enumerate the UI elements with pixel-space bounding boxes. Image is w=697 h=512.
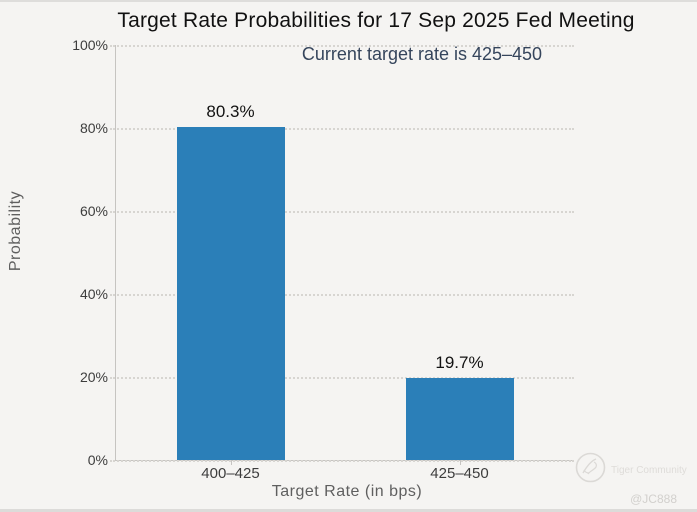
gridline: [110, 377, 574, 379]
chart-title: Target Rate Probabilities for 17 Sep 202…: [117, 9, 635, 32]
x-tick-label: 400–425: [201, 465, 260, 482]
chart-subtitle: Current target rate is 425–450: [301, 44, 543, 64]
bar: [176, 126, 285, 460]
y-tick-label: 40%: [79, 286, 108, 302]
y-tick-label: 60%: [79, 203, 108, 219]
x-tick-label: 425–450: [430, 465, 489, 482]
bar-value-label: 80.3%: [206, 101, 255, 121]
y-tick-label: 20%: [79, 369, 108, 385]
tiger-community-logo-icon: [575, 452, 606, 488]
gridline: [110, 460, 574, 462]
x-tick-mark: [230, 460, 232, 465]
bottom-edge-divider: [0, 509, 697, 512]
gridline: [110, 211, 574, 213]
x-axis-title: Target Rate (in bps): [271, 483, 423, 500]
top-edge-divider: [0, 0, 697, 2]
watermark: Tiger Community @JC888: [575, 452, 687, 506]
gridline: [110, 45, 574, 47]
gridline: [110, 128, 574, 130]
y-tick-label: 0%: [87, 452, 108, 468]
y-tick-label: 80%: [79, 120, 108, 136]
bar-value-label: 19.7%: [435, 353, 484, 373]
x-tick-mark: [459, 460, 461, 465]
gridline: [110, 294, 574, 296]
y-axis-title: Probability: [7, 190, 24, 272]
plot-area: 0% 20% 40% 60% 80% 100% 80.3% 19.7% 400–425 425…: [72, 37, 574, 482]
y-tick-label: 100%: [72, 37, 108, 53]
watermark-handle-text: @JC888: [630, 492, 677, 506]
watermark-brand-text: Tiger Community: [611, 464, 687, 476]
bar: [405, 378, 514, 460]
